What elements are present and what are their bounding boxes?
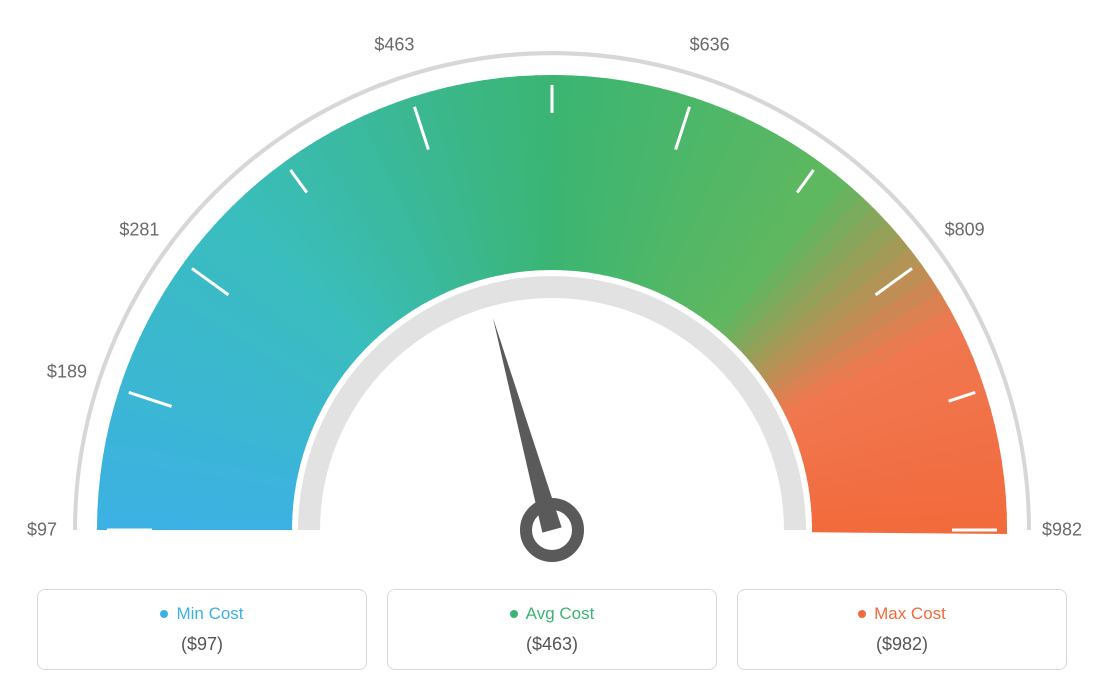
- legend-avg-dot: [510, 610, 518, 618]
- gauge-tick-label: $982: [1042, 520, 1082, 541]
- legend-min: Min Cost ($97): [37, 589, 367, 670]
- legend-max-text: Max Cost: [874, 604, 946, 624]
- legend-max-value: ($982): [738, 634, 1066, 655]
- gauge-svg: [0, 0, 1104, 570]
- gauge-tick-label: $463: [374, 34, 414, 55]
- legend-row: Min Cost ($97) Avg Cost ($463) Max Cost …: [0, 589, 1104, 670]
- legend-max-dot: [858, 610, 866, 618]
- gauge-tick-label: $97: [27, 520, 57, 541]
- legend-min-dot: [160, 610, 168, 618]
- legend-min-text: Min Cost: [176, 604, 243, 624]
- legend-min-label: Min Cost: [160, 604, 243, 624]
- legend-max: Max Cost ($982): [737, 589, 1067, 670]
- legend-min-value: ($97): [38, 634, 366, 655]
- legend-avg-label: Avg Cost: [510, 604, 595, 624]
- legend-max-label: Max Cost: [858, 604, 946, 624]
- legend-avg-text: Avg Cost: [526, 604, 595, 624]
- gauge-tick-label: $809: [945, 220, 985, 241]
- gauge-tick-label: $281: [119, 220, 159, 241]
- gauge-tick-label: $189: [47, 362, 87, 383]
- gauge-chart: $97 $189 $281 $463 $636 $809 $982: [0, 0, 1104, 570]
- legend-avg: Avg Cost ($463): [387, 589, 717, 670]
- gauge-tick-label: $636: [690, 34, 730, 55]
- legend-avg-value: ($463): [388, 634, 716, 655]
